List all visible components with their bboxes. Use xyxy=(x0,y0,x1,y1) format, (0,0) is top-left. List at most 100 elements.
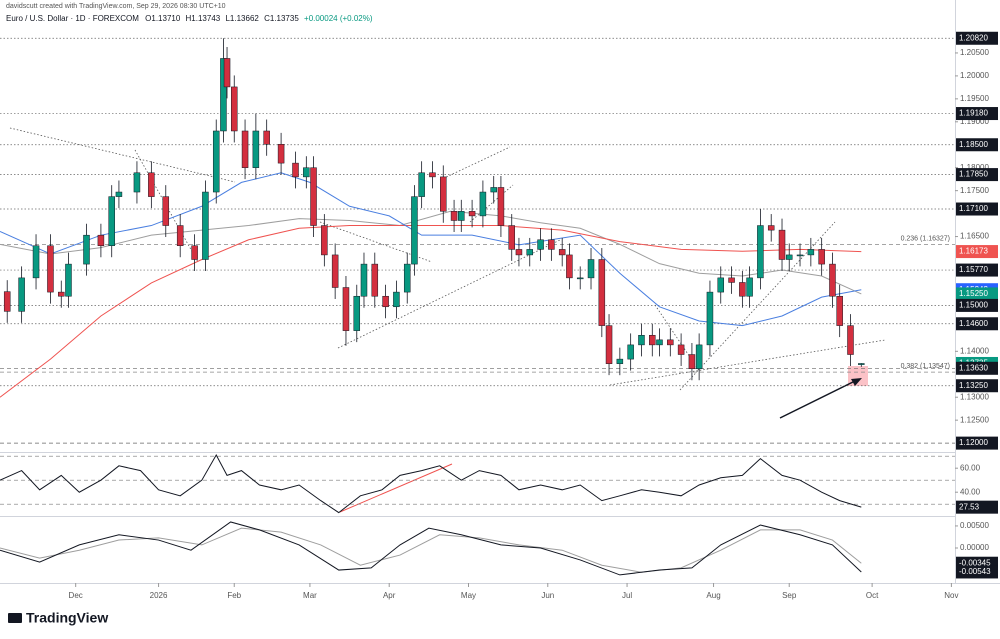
candle-body xyxy=(796,254,804,257)
candle-body xyxy=(303,167,310,178)
candle-body xyxy=(728,277,735,283)
candle-body xyxy=(58,291,65,297)
ohlc-close: C1.13735 xyxy=(264,14,299,23)
last-value-box-label: -0.00345 xyxy=(959,558,991,567)
y-tick-label: 60.00 xyxy=(960,463,981,472)
y-tick-label: 1.19500 xyxy=(960,94,989,103)
price-box-label: 1.19180 xyxy=(959,109,988,118)
candle-body xyxy=(342,287,350,331)
trend-line xyxy=(439,146,511,181)
candle-body xyxy=(767,225,775,231)
price-box-label: 1.17850 xyxy=(959,170,988,179)
price-box xyxy=(956,168,998,182)
candle-body xyxy=(587,259,595,279)
candle-body xyxy=(836,295,843,326)
trend-line xyxy=(337,239,561,349)
candle-body xyxy=(677,344,685,355)
candle-body xyxy=(115,191,123,197)
ohlc-high: H1.13743 xyxy=(186,14,221,23)
candle-body xyxy=(411,196,418,265)
candle-body xyxy=(223,58,231,88)
change: +0.00024 (+0.02%) xyxy=(304,14,373,23)
ohlc-open: O1.13710 xyxy=(145,14,181,23)
candle-body xyxy=(515,249,523,256)
price-box-label: 1.12000 xyxy=(959,438,988,447)
candle-body xyxy=(508,225,515,250)
y-tick-label: 1.13000 xyxy=(960,392,989,401)
candle-body xyxy=(576,277,584,280)
x-tick-label: Mar xyxy=(303,591,317,600)
candle-body xyxy=(757,225,764,279)
price-box-label: 1.16173 xyxy=(959,247,988,256)
candle-body xyxy=(548,239,555,250)
price-box-label: 1.13250 xyxy=(959,381,988,390)
trend-line xyxy=(469,184,514,223)
price-box xyxy=(956,317,998,331)
price-box-label: 1.15770 xyxy=(959,265,988,274)
candle-body xyxy=(450,211,458,221)
y-tick-label: 1.19000 xyxy=(960,117,989,126)
price-box xyxy=(956,107,998,121)
candle-body xyxy=(490,187,497,193)
candle-body xyxy=(497,187,505,226)
candle-body xyxy=(656,339,663,346)
candle-body xyxy=(468,211,476,217)
candle-body xyxy=(277,144,285,164)
candle-body xyxy=(230,86,238,132)
candle-body xyxy=(558,249,566,256)
candle-body xyxy=(706,291,714,346)
symbol-line: Euro / U.S. Dollar · 1D · FOREXCOM O1.13… xyxy=(6,14,373,23)
x-tick-label: Aug xyxy=(706,591,720,600)
last-value-box xyxy=(956,565,998,579)
candle-body xyxy=(537,239,544,250)
y-tick-label: 1.16500 xyxy=(960,232,989,241)
candle-body xyxy=(83,234,90,265)
price-box xyxy=(956,202,998,216)
candle-body xyxy=(393,291,400,308)
candle-body xyxy=(739,282,746,297)
candle-body xyxy=(818,249,825,265)
candle-body xyxy=(220,58,227,132)
candle-body xyxy=(3,291,11,312)
price-box xyxy=(956,31,998,45)
candle-body xyxy=(429,172,436,178)
x-tick-label: Dec xyxy=(69,591,83,600)
price-box-label: 1.15000 xyxy=(959,301,988,310)
candle-body xyxy=(526,249,534,256)
candle-body xyxy=(778,229,786,260)
brand-logo xyxy=(8,613,22,623)
candle-body xyxy=(616,358,624,364)
candle-body xyxy=(688,354,696,370)
candle-body xyxy=(858,363,865,365)
candle-body xyxy=(202,191,209,260)
candle-body xyxy=(807,249,815,256)
candle-body xyxy=(598,259,606,326)
x-tick-label: Jun xyxy=(541,591,554,600)
price-box-label: 1.17100 xyxy=(959,204,988,213)
fib-label: 0.236 (1.16327) xyxy=(901,235,950,242)
candle-body xyxy=(47,245,54,293)
candle-body xyxy=(108,196,115,246)
last-value-box-label: -0.00543 xyxy=(959,567,991,576)
x-tick-label: May xyxy=(461,591,476,600)
candle-body xyxy=(371,263,379,297)
candle-body xyxy=(353,295,361,331)
y-tick-label: 1.14000 xyxy=(960,346,989,355)
candle-body xyxy=(418,172,425,197)
x-tick-label: Oct xyxy=(866,591,879,600)
arrow-head xyxy=(851,378,862,386)
candle-body xyxy=(65,263,72,297)
last-value-box xyxy=(956,500,998,514)
price-box xyxy=(956,436,998,450)
candle-body xyxy=(241,130,249,168)
candle-body xyxy=(403,263,411,293)
candle-body xyxy=(133,172,141,193)
candle-body xyxy=(263,130,270,145)
ohlc-low: L1.13662 xyxy=(225,14,259,23)
credit: davidscutt created with TradingView.com,… xyxy=(6,3,226,10)
candle-body xyxy=(191,245,198,260)
trend-line xyxy=(9,127,236,183)
price-box xyxy=(956,138,998,152)
candle-body xyxy=(176,225,184,246)
candle-body xyxy=(18,277,25,312)
